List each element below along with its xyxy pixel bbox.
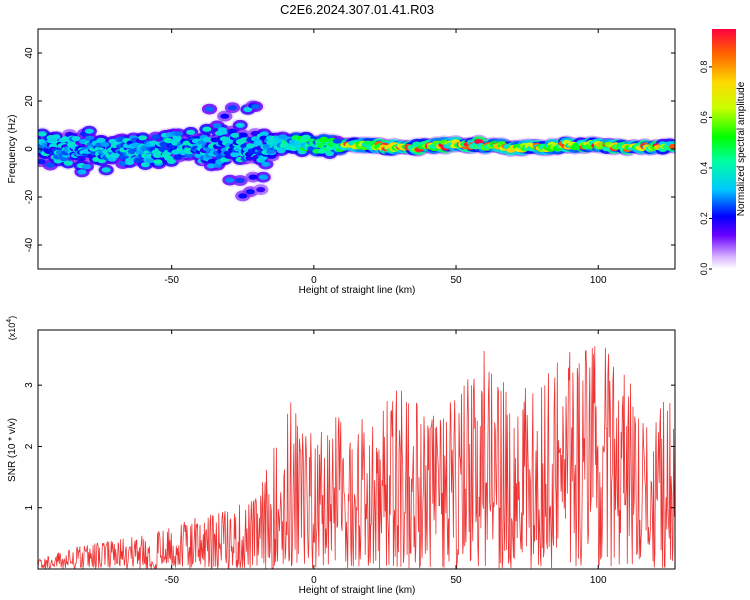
spectrogram-cell (256, 187, 266, 193)
spectrogram-cell (474, 139, 484, 145)
spectrogram-cell (266, 149, 276, 155)
spectrogram-cell (230, 132, 240, 138)
spectrogram-cell (251, 104, 260, 110)
spectrogram-cell (332, 138, 342, 144)
snr-y-axis-label: SNR (10 * v/v) (7, 418, 18, 482)
spectrogram-panel: -50 0 50 100 -40 -20 0 20 40 Height of straight… (7, 28, 676, 296)
spectrogram-cell (205, 106, 214, 112)
spectrogram-cell (258, 174, 268, 180)
spectrogram-cell (245, 189, 255, 195)
y-tick-label: 1 (24, 504, 35, 510)
spectrogram-cell (220, 113, 230, 119)
y-tick-label: 20 (24, 95, 35, 107)
spectrogram-cell (45, 162, 55, 168)
y-tick-label: -40 (24, 237, 35, 252)
spectrogram-cell (253, 140, 263, 146)
spectrogram-cell (301, 134, 311, 140)
colorbar-tick-label: 0.4 (699, 162, 709, 175)
spectrogram-cell (100, 141, 110, 148)
spectrogram-cell (228, 105, 237, 111)
spectrogram-cell (217, 127, 227, 133)
spectrogram-cell (174, 131, 183, 137)
x-tick-label: -50 (164, 275, 179, 286)
spectrogram-cell (259, 131, 269, 137)
spectrogram-cell (246, 143, 255, 149)
x-tick-label: 50 (450, 275, 462, 286)
spectrogram-cell (230, 152, 240, 158)
spectrogram-cell (261, 161, 271, 167)
spectrogram-y-axis-label: Frequency (Hz) (7, 115, 18, 184)
spectrogram-cell (227, 128, 237, 134)
spectrogram-cell (51, 134, 61, 140)
spectrogram-cell (118, 160, 128, 167)
spectrogram-cell (81, 164, 91, 170)
spectrogram-cell (145, 158, 155, 164)
spectrogram-cell (71, 136, 81, 142)
spectrogram-cell (63, 160, 73, 166)
spectrogram-cell (38, 131, 47, 137)
colorbar-tick-label: 0.2 (699, 212, 709, 225)
snr-panel: -50 0 50 100 1 2 3 Height of straight line (k… (6, 316, 676, 596)
spectrogram-cells (38, 98, 675, 203)
spectrogram-cell (166, 158, 176, 164)
y-tick-label: -20 (24, 189, 35, 204)
spectrogram-cell (153, 159, 163, 165)
x-tick-label: 100 (590, 275, 607, 286)
spectrogram-cell (248, 174, 258, 180)
spectrogram-x-axis-label: Height of straight line (km) (299, 285, 416, 296)
spectrogram-cell (276, 148, 286, 154)
snr-x-ticks: -50 0 50 100 (164, 330, 607, 586)
spectrogram-cell (38, 159, 46, 165)
spectrogram-cell (138, 135, 148, 141)
spectrogram-cell (84, 128, 94, 134)
colorbar-gradient (712, 29, 736, 269)
colorbar-label: Normalized spectral amplitude (736, 81, 747, 216)
spectrogram-cell (140, 162, 150, 168)
spectrogram-x-ticks: -50 0 50 100 (164, 29, 607, 286)
x-tick-label: 0 (311, 575, 317, 586)
spectrogram-cell (319, 136, 329, 142)
snr-x-axis-label: Height of straight line (km) (299, 585, 416, 596)
spectrogram-cell (235, 177, 245, 184)
spectrogram-cell (238, 132, 248, 138)
spectrogram-cell (325, 150, 335, 157)
spectrogram-cell (134, 157, 143, 163)
snr-y-ticks: 1 2 3 (24, 382, 675, 510)
snr-frame (37, 329, 676, 570)
spectrogram-y-ticks: -40 -20 0 20 40 (24, 47, 675, 252)
spectrogram-cell (202, 126, 212, 132)
spectrogram-cell (225, 177, 235, 183)
figure-title: C2E6.2024.307.01.41.R03 (280, 2, 434, 17)
colorbar: 0.0 0.2 0.4 0.6 0.8 Normalized spectral ampl… (699, 29, 747, 275)
spectrogram-cell (76, 156, 86, 162)
colorbar-tick-label: 0.8 (699, 61, 709, 74)
spectrogram-cell (184, 152, 194, 158)
spectrogram-cell (77, 169, 87, 175)
spectrogram-cell (243, 106, 253, 112)
spectrogram-cell (262, 144, 272, 150)
spectrogram-cell (101, 167, 111, 173)
x-tick-label: 0 (311, 275, 317, 286)
spectrogram-cell (668, 143, 675, 150)
y-tick-label: 40 (24, 47, 35, 59)
y-tick-label: 2 (24, 443, 35, 449)
snr-series-line (38, 346, 675, 569)
x-tick-label: 100 (590, 575, 607, 586)
y-tick-label: 0 (24, 146, 35, 152)
colorbar-tick-label: 0.0 (699, 263, 709, 276)
spectrogram-cell (238, 193, 248, 199)
colorbar-tick-label: 0.6 (699, 111, 709, 124)
colorbar-ticks: 0.0 0.2 0.4 0.6 0.8 (699, 61, 712, 276)
spectrogram-cell (202, 137, 212, 143)
spectrogram-cell (212, 123, 222, 129)
snr-multiplier-label: (x104) (6, 316, 17, 340)
spectrogram-cell (235, 122, 245, 128)
spectrogram-cell (151, 134, 161, 140)
y-tick-label: 3 (24, 382, 35, 388)
spectrogram-cell (186, 129, 196, 135)
spectrogram-cell (96, 137, 106, 143)
x-tick-label: -50 (164, 575, 179, 586)
x-tick-label: 50 (450, 575, 462, 586)
